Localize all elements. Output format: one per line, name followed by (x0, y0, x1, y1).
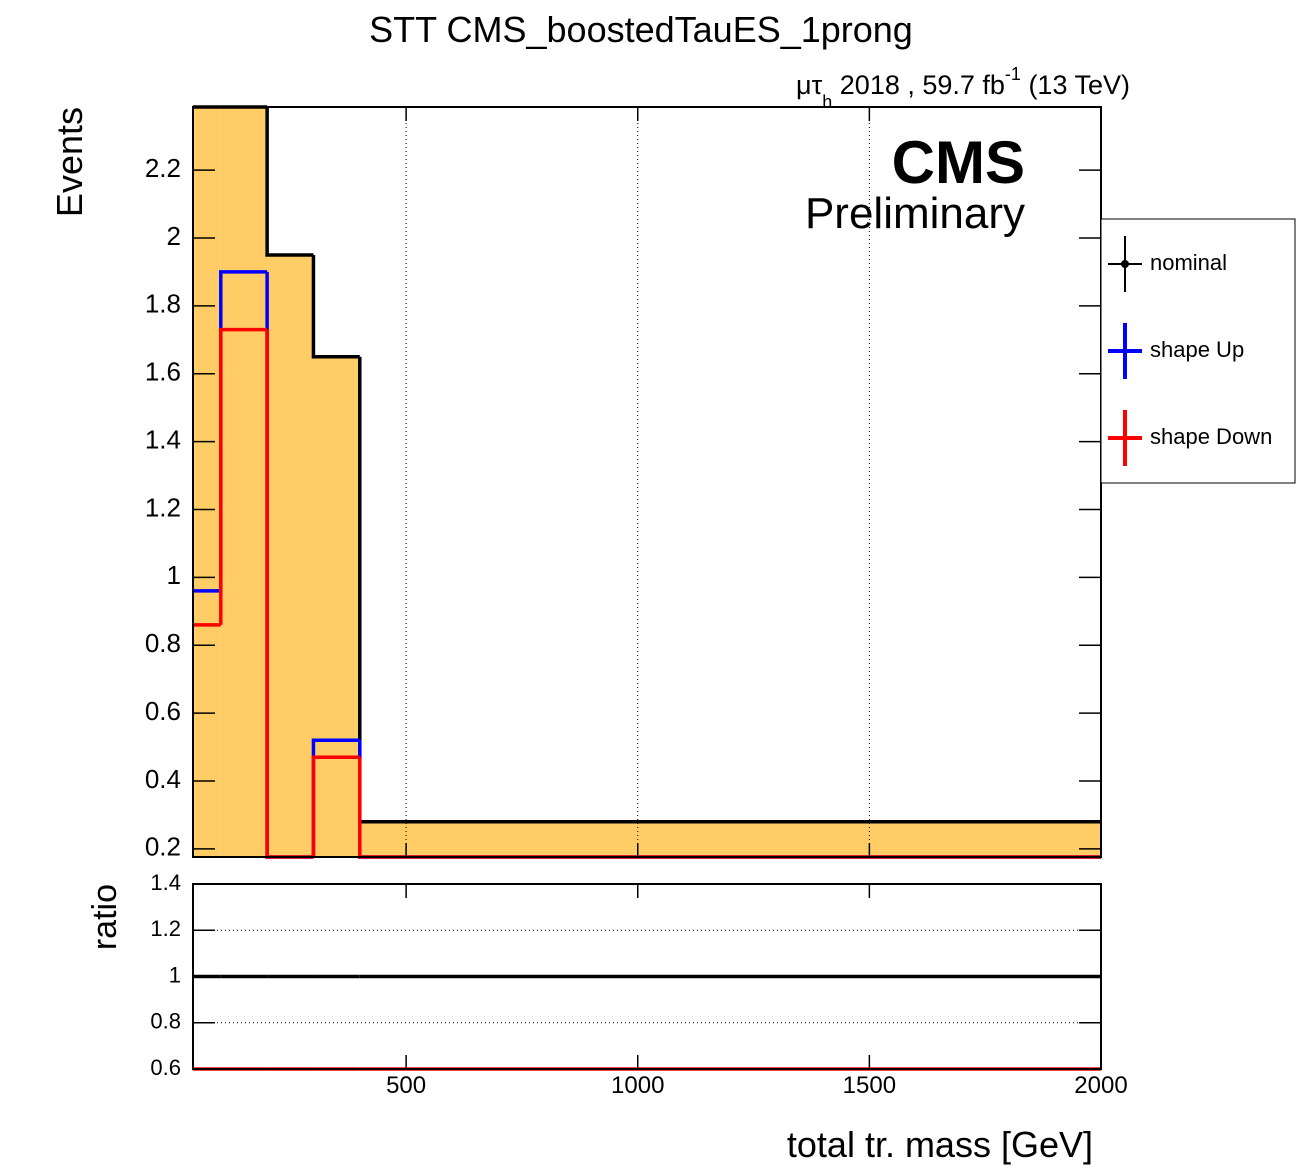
bar (313, 356, 360, 857)
channel: μτ (796, 70, 823, 100)
energy: (13 TeV) (1021, 70, 1130, 100)
y-tick-label: 1.2 (150, 916, 181, 941)
bar (267, 254, 314, 857)
hist-step (265, 107, 314, 257)
y-tick-label: 0.4 (145, 764, 181, 794)
x-tick-label: 1000 (611, 1072, 664, 1099)
x-tick-label: 1500 (843, 1072, 896, 1099)
y-tick-label: 1.4 (150, 870, 181, 895)
bar (220, 107, 268, 857)
cms-label: CMS (892, 129, 1025, 196)
y-tick-label: 0.8 (150, 1009, 181, 1034)
y-tick-label: 0.6 (150, 1055, 181, 1080)
legend-label: shape Down (1150, 424, 1272, 449)
channel-sub: h (822, 92, 832, 112)
y-tick-label: 1.8 (145, 289, 181, 319)
y-tick-label: 0.8 (145, 628, 181, 658)
chart-title: STT CMS_boostedTauES_1prong (369, 9, 913, 50)
bar (193, 107, 221, 857)
y-axis-label: Events (49, 107, 90, 217)
y-axis-label: ratio (86, 884, 124, 950)
y-tick-label: 1 (169, 962, 181, 987)
y-tick-label: 0.2 (145, 832, 181, 862)
y-tick-label: 1.4 (145, 424, 181, 454)
lumi-sup: -1 (1005, 64, 1021, 84)
y-tick-label: 1.2 (145, 492, 181, 522)
preliminary-label: Preliminary (805, 189, 1025, 238)
y-tick-label: 1 (167, 560, 181, 590)
lumi-text: 2018 , 59.7 fb (832, 70, 1005, 100)
y-tick-label: 0.6 (145, 696, 181, 726)
hist-step (311, 254, 360, 359)
hist-step (311, 755, 360, 857)
bar (359, 821, 1101, 857)
legend-marker (1121, 260, 1129, 268)
y-tick-label: 1.6 (145, 357, 181, 387)
hist-step (219, 327, 268, 625)
x-axis-label: total tr. mass [GeV] (787, 1124, 1093, 1165)
lumi-label: μτh 2018 , 59.7 fb-1 (13 TeV) (796, 64, 1130, 112)
x-tick-label: 500 (386, 1072, 426, 1099)
y-tick-label: 2.2 (145, 153, 181, 183)
y-tick-label: 2 (167, 221, 181, 251)
x-tick-label: 2000 (1074, 1072, 1127, 1099)
legend-label: nominal (1150, 250, 1227, 275)
legend-label: shape Up (1150, 337, 1244, 362)
